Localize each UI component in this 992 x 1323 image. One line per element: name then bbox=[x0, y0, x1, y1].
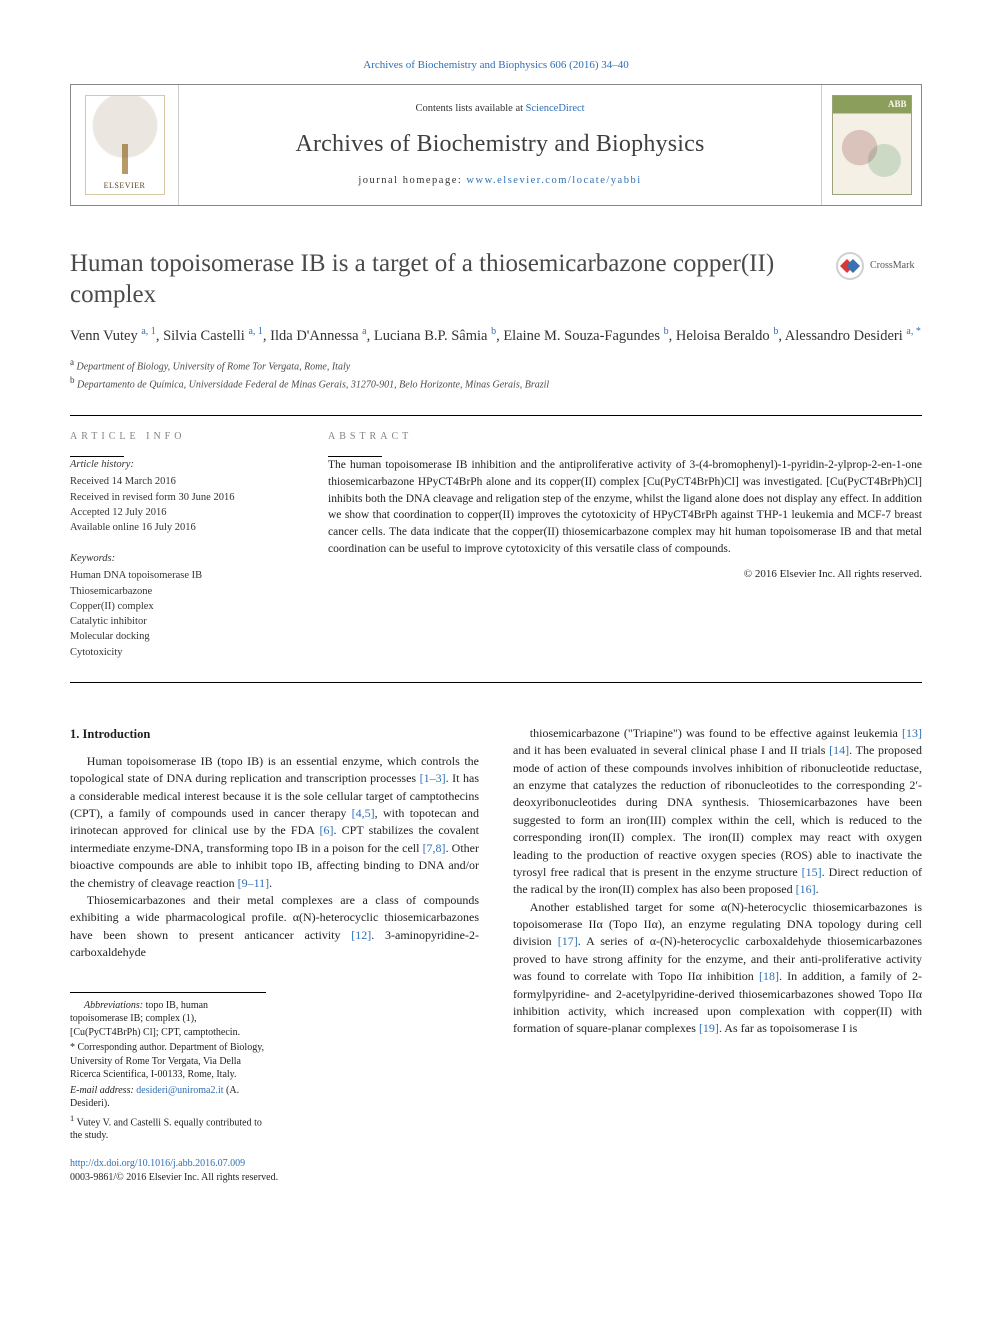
equal-marker: 1 bbox=[70, 1114, 74, 1123]
citation-link[interactable]: [18] bbox=[759, 969, 779, 983]
history-item: Received in revised form 30 June 2016 bbox=[70, 490, 294, 505]
citation-link[interactable]: [16] bbox=[796, 882, 816, 896]
body-paragraph: Another established target for some α(N)… bbox=[513, 899, 922, 1038]
abbrev-label: Abbreviations: bbox=[84, 1000, 143, 1011]
article-history-label: Article history: bbox=[70, 457, 294, 472]
footnote-equal-contrib: 1 Vutey V. and Castelli S. equally contr… bbox=[70, 1113, 266, 1143]
elsevier-logo bbox=[85, 95, 165, 195]
homepage-prefix: journal homepage: bbox=[358, 175, 466, 186]
issue-citation-link[interactable]: Archives of Biochemistry and Biophysics … bbox=[363, 59, 629, 71]
footnote-corresponding: * Corresponding author. Department of Bi… bbox=[70, 1041, 266, 1082]
abstract-text: The human topoisomerase IB inhibition an… bbox=[328, 457, 922, 557]
issn-copyright: 0003-9861/© 2016 Elsevier Inc. All right… bbox=[70, 1171, 479, 1186]
citation-link[interactable]: [13] bbox=[902, 726, 922, 740]
body-paragraph: Human topoisomerase IB (topo IB) is an e… bbox=[70, 753, 479, 892]
article-history-list: Received 14 March 2016Received in revise… bbox=[70, 474, 294, 535]
journal-masthead: Contents lists available at ScienceDirec… bbox=[70, 84, 922, 206]
keyword-item: Thiosemicarbazone bbox=[70, 584, 294, 599]
article-info-block: ARTICLE INFO Article history: Received 1… bbox=[70, 430, 294, 660]
section-heading-introduction: 1. Introduction bbox=[70, 725, 479, 743]
history-item: Accepted 12 July 2016 bbox=[70, 505, 294, 520]
doi-block: http://dx.doi.org/10.1016/j.abb.2016.07.… bbox=[70, 1157, 479, 1186]
body-paragraph: Thiosemicarbazones and their metal compl… bbox=[70, 892, 479, 962]
corresponding-email-link[interactable]: desideri@uniroma2.it bbox=[136, 1085, 223, 1096]
footnote-email: E-mail address: desideri@uniroma2.it (A.… bbox=[70, 1084, 266, 1111]
affiliation-item: b Departamento de Química, Universidade … bbox=[70, 374, 922, 392]
affiliation-item: a Department of Biology, University of R… bbox=[70, 356, 922, 374]
abstract-heading: ABSTRACT bbox=[328, 430, 922, 445]
keywords-label: Keywords: bbox=[70, 551, 294, 566]
journal-homepage-line: journal homepage: www.elsevier.com/locat… bbox=[358, 173, 641, 188]
section-rule-2 bbox=[70, 682, 922, 683]
citation-link[interactable]: [14] bbox=[829, 743, 849, 757]
corresponding-marker: * bbox=[70, 1042, 75, 1053]
body-column-left: 1. Introduction Human topoisomerase IB (… bbox=[70, 725, 479, 1186]
history-item: Received 14 March 2016 bbox=[70, 474, 294, 489]
article-title: Human topoisomerase IB is a target of a … bbox=[70, 248, 800, 311]
contents-lists-line: Contents lists available at ScienceDirec… bbox=[415, 101, 584, 116]
body-paragraph: thiosemicarbazone ("Triapine") was found… bbox=[513, 725, 922, 899]
section-title: Introduction bbox=[83, 727, 151, 741]
article-info-heading: ARTICLE INFO bbox=[70, 430, 294, 445]
equal-text: Vutey V. and Castelli S. equally contrib… bbox=[70, 1117, 262, 1142]
abstract-copyright: © 2016 Elsevier Inc. All rights reserved… bbox=[328, 567, 922, 583]
abstract-block: ABSTRACT The human topoisomerase IB inhi… bbox=[328, 430, 922, 660]
body-column-right: thiosemicarbazone ("Triapine") was found… bbox=[513, 725, 922, 1186]
journal-cover-thumb bbox=[832, 95, 912, 195]
crossmark-label: CrossMark bbox=[870, 259, 914, 274]
citation-link[interactable]: [4,5] bbox=[352, 806, 375, 820]
section-number: 1. bbox=[70, 727, 79, 741]
sciencedirect-link[interactable]: ScienceDirect bbox=[526, 103, 585, 114]
citation-link[interactable]: [6] bbox=[319, 823, 333, 837]
citation-link[interactable]: [7,8] bbox=[423, 841, 446, 855]
keyword-item: Molecular docking bbox=[70, 629, 294, 644]
crossmark-icon bbox=[836, 252, 864, 280]
publisher-logo-cell bbox=[71, 85, 179, 205]
citation-link[interactable]: [12] bbox=[351, 928, 371, 942]
issue-citation: Archives of Biochemistry and Biophysics … bbox=[70, 58, 922, 74]
keyword-item: Cytotoxicity bbox=[70, 645, 294, 660]
keyword-item: Copper(II) complex bbox=[70, 599, 294, 614]
citation-link[interactable]: [17] bbox=[558, 934, 578, 948]
corresponding-text: Corresponding author. Department of Biol… bbox=[70, 1042, 264, 1080]
email-label: E-mail address: bbox=[70, 1085, 134, 1096]
citation-link[interactable]: [15] bbox=[802, 865, 822, 879]
citation-link[interactable]: [9–11] bbox=[238, 876, 270, 890]
history-item: Available online 16 July 2016 bbox=[70, 520, 294, 535]
doi-link[interactable]: http://dx.doi.org/10.1016/j.abb.2016.07.… bbox=[70, 1158, 245, 1169]
affiliation-list: a Department of Biology, University of R… bbox=[70, 356, 922, 393]
crossmark-badge[interactable]: CrossMark bbox=[836, 252, 922, 280]
citation-link[interactable]: [19] bbox=[699, 1021, 719, 1035]
journal-homepage-link[interactable]: www.elsevier.com/locate/yabbi bbox=[466, 175, 641, 186]
keyword-item: Catalytic inhibitor bbox=[70, 614, 294, 629]
contents-prefix: Contents lists available at bbox=[415, 103, 525, 114]
footnote-abbreviations: Abbreviations: topo IB, human topoisomer… bbox=[70, 999, 266, 1040]
section-rule bbox=[70, 415, 922, 416]
journal-name: Archives of Biochemistry and Biophysics bbox=[295, 127, 704, 162]
author-list: Venn Vutey a, 1, Silvia Castelli a, 1, I… bbox=[70, 324, 922, 348]
footnotes-block: Abbreviations: topo IB, human topoisomer… bbox=[70, 992, 266, 1143]
keywords-list: Human DNA topoisomerase IBThiosemicarbaz… bbox=[70, 568, 294, 659]
journal-cover-cell bbox=[821, 85, 921, 205]
keyword-item: Human DNA topoisomerase IB bbox=[70, 568, 294, 583]
citation-link[interactable]: [1–3] bbox=[420, 771, 446, 785]
